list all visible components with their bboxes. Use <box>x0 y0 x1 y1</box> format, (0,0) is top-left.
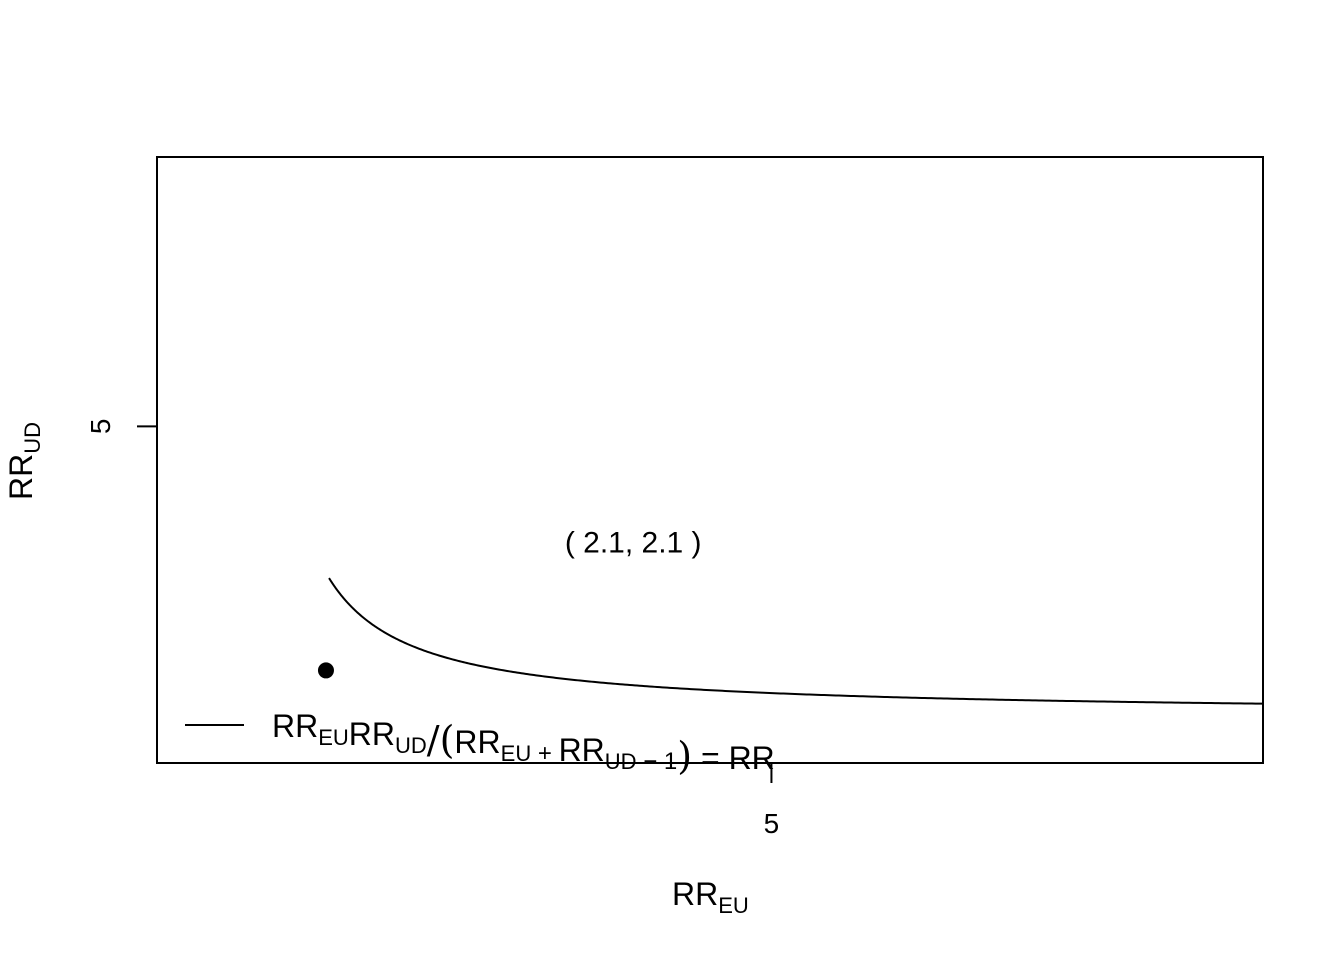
series-line-rr-curve <box>328 577 1264 705</box>
plot-frame <box>156 156 1264 764</box>
legend-label-part: − 1 <box>637 748 678 775</box>
legend-label-part: = RR <box>692 740 775 776</box>
legend-label-part: RR <box>349 716 395 752</box>
legend-label-part: ( <box>440 718 455 762</box>
legend-label-part: RR <box>454 724 500 760</box>
y-axis-label-sub: UD <box>20 422 45 454</box>
legend-label-part: / <box>427 718 440 762</box>
legend-label-subscript: UD <box>395 733 427 758</box>
x-axis-ticks: 5 <box>764 763 780 839</box>
y-axis-ticks: 5 <box>85 419 157 435</box>
point-annotation: ( 2.1, 2.1 ) <box>565 527 702 560</box>
x-tick-label: 5 <box>764 808 780 839</box>
x-axis-label-main: RR <box>672 876 718 912</box>
y-axis-label-main: RR <box>3 454 39 500</box>
legend-label-part: ) <box>677 734 692 778</box>
legend-label-part: RR <box>559 732 605 768</box>
data-point <box>317 662 334 679</box>
legend-label-subscript: EU <box>501 741 532 766</box>
x-axis-label-sub: EU <box>718 893 749 918</box>
x-axis-label: RREU <box>672 876 749 918</box>
y-axis-label: RRUD <box>3 422 45 500</box>
legend-label-subscript: UD <box>605 749 637 774</box>
legend-label: RREURRUD/(RREU + RRUD − 1) = RR <box>272 708 775 778</box>
legend-label-part: RR <box>272 708 318 744</box>
legend-label-subscript: EU <box>318 725 349 750</box>
legend: RREURRUD/(RREU + RRUD − 1) = RR <box>185 708 775 778</box>
y-tick-label: 5 <box>85 419 116 435</box>
legend-label-part: + <box>531 740 558 767</box>
